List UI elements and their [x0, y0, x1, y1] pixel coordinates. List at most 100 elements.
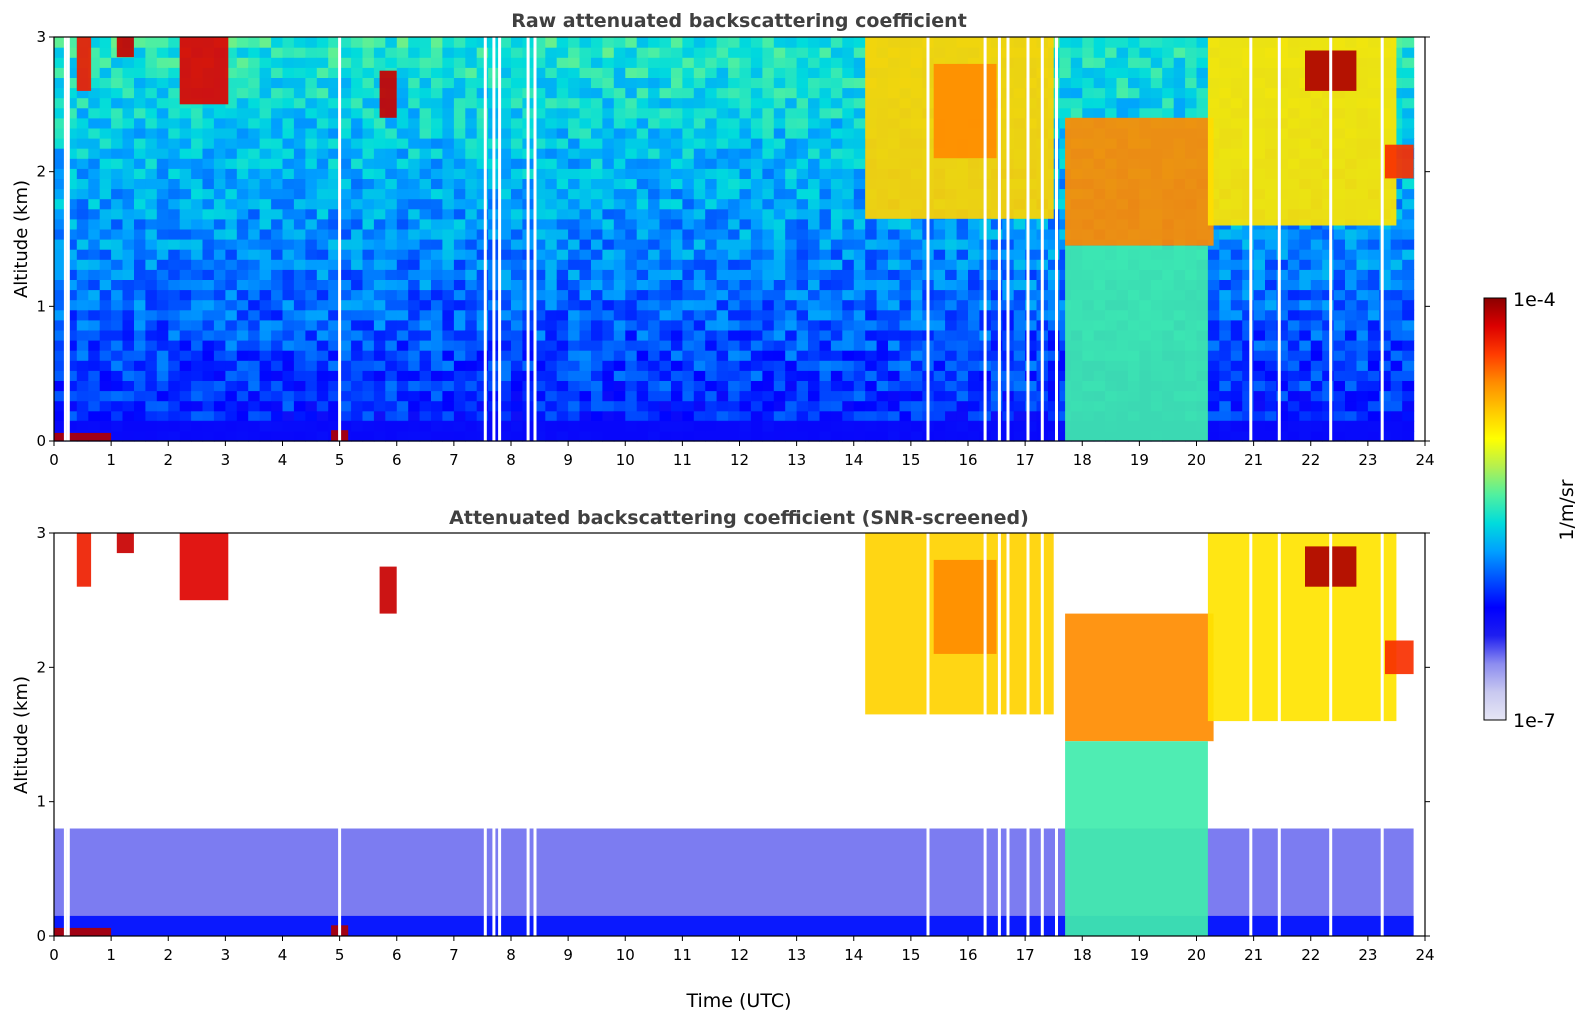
- noise-cell: [385, 239, 398, 250]
- noise-cell: [671, 400, 683, 412]
- noise-cell: [271, 57, 284, 68]
- noise-cell: [876, 299, 889, 311]
- noise-cell: [1390, 47, 1403, 58]
- noise-cell: [1242, 410, 1255, 422]
- noise-cell: [111, 218, 124, 230]
- noise-cell: [1322, 289, 1335, 301]
- noise-cell: [625, 67, 638, 78]
- noise-cell: [842, 269, 855, 280]
- data-gap: [63, 37, 67, 441]
- noise-cell: [179, 188, 192, 200]
- noise-cell: [865, 218, 878, 230]
- noise-cell: [945, 400, 958, 412]
- noise-cell: [339, 390, 352, 402]
- noise-cell: [419, 218, 432, 230]
- noise-cell: [236, 370, 249, 381]
- noise-cell: [682, 350, 695, 361]
- noise-cell: [1242, 239, 1255, 250]
- noise-cell: [636, 57, 649, 68]
- noise-cell: [910, 259, 923, 270]
- noise-cell: [773, 299, 786, 311]
- noise-cell: [431, 188, 443, 200]
- noise-cell: [705, 380, 718, 392]
- noise-cell: [385, 47, 398, 58]
- data-gap: [1026, 533, 1030, 936]
- noise-cell: [271, 380, 284, 392]
- noise-cell: [316, 148, 329, 159]
- noise-cell: [1390, 259, 1403, 270]
- noise-cell: [99, 158, 112, 169]
- noise-cell: [1150, 107, 1163, 119]
- noise-cell: [259, 410, 272, 422]
- noise-cell: [533, 228, 546, 240]
- noise-cell: [1287, 360, 1300, 371]
- noise-cell: [659, 400, 672, 412]
- noise-cell: [419, 188, 432, 200]
- noise-cell: [362, 400, 375, 412]
- noise-cell: [739, 198, 752, 210]
- noise-cell: [499, 37, 512, 48]
- noise-cell: [613, 309, 626, 321]
- cloud: [116, 37, 134, 58]
- noise-cell: [271, 279, 284, 291]
- noise-cell: [1253, 269, 1266, 280]
- noise-cell: [1356, 269, 1369, 280]
- noise-cell: [591, 87, 603, 99]
- noise-cell: [202, 198, 215, 210]
- noise-cell: [750, 57, 763, 68]
- noise-cell: [693, 218, 706, 230]
- noise-cell: [773, 340, 786, 351]
- noise-cell: [682, 47, 695, 58]
- noise-cell: [659, 37, 672, 48]
- noise-cell: [293, 198, 306, 210]
- noise-cell: [568, 380, 581, 392]
- noise-cell: [88, 370, 101, 381]
- noise-cell: [1390, 67, 1403, 78]
- noise-cell: [796, 360, 809, 371]
- noise-cell: [396, 289, 409, 301]
- noise-cell: [579, 107, 592, 119]
- noise-cell: [579, 37, 592, 48]
- noise-cell: [705, 158, 718, 169]
- noise-cell: [225, 37, 238, 48]
- noise-cell: [1150, 77, 1163, 89]
- noise-cell: [511, 148, 523, 159]
- noise-cell: [476, 259, 489, 270]
- noise-cell: [705, 410, 718, 422]
- noise-cell: [888, 350, 900, 361]
- noise-cell: [385, 259, 398, 270]
- noise-cell: [442, 87, 455, 99]
- heatmap-area: 0 1 2 3 4 5 6 7 8 9 10 11 12 13 14 15 16 17 18 19 20 21 22 23 24…: [36, 28, 1434, 469]
- noise-cell: [339, 97, 352, 109]
- noise-cell: [762, 289, 775, 301]
- noise-cell: [99, 259, 112, 270]
- noise-cell: [54, 138, 66, 149]
- noise-cell: [305, 117, 318, 129]
- noise-cell: [54, 148, 66, 159]
- noise-cell: [556, 269, 569, 280]
- noise-cell: [373, 329, 386, 341]
- noise-cell: [351, 360, 364, 371]
- noise-cell: [65, 77, 78, 89]
- noise-cell: [1299, 380, 1312, 392]
- noise-cell: [830, 57, 843, 68]
- noise-cell: [236, 127, 249, 139]
- noise-cell: [1185, 77, 1198, 89]
- noise-cell: [865, 400, 878, 412]
- noise-cell: [305, 67, 318, 78]
- noise-cell: [968, 269, 980, 280]
- noise-cell: [990, 259, 1003, 270]
- noise-cell: [328, 148, 341, 159]
- noise-cell: [671, 299, 683, 311]
- noise-cell: [134, 47, 146, 58]
- noise-cell: [796, 329, 809, 341]
- noise-cell: [305, 309, 318, 321]
- noise-cell: [956, 269, 969, 280]
- noise-cell: [613, 319, 626, 331]
- noise-cell: [933, 329, 946, 341]
- noise-cell: [282, 289, 295, 301]
- noise-cell: [579, 269, 592, 280]
- noise-cell: [1219, 390, 1232, 402]
- noise-cell: [293, 37, 306, 48]
- noise-cell: [739, 57, 752, 68]
